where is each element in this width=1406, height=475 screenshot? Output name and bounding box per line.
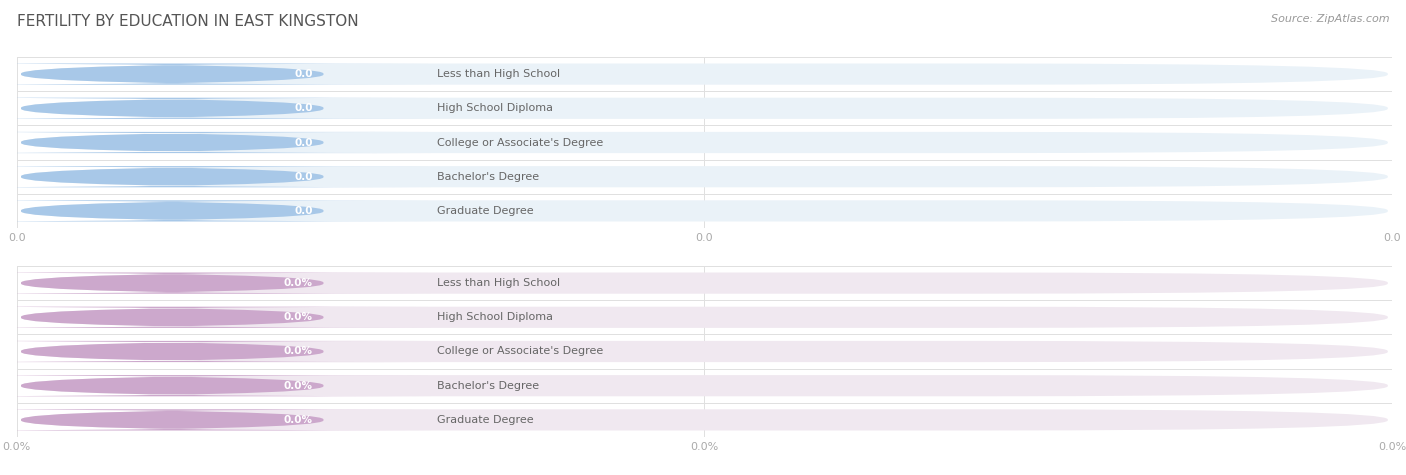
FancyBboxPatch shape bbox=[21, 307, 1388, 328]
Text: Source: ZipAtlas.com: Source: ZipAtlas.com bbox=[1271, 14, 1389, 24]
FancyBboxPatch shape bbox=[21, 409, 1388, 430]
FancyBboxPatch shape bbox=[0, 166, 430, 187]
Text: High School Diploma: High School Diploma bbox=[437, 312, 553, 323]
FancyBboxPatch shape bbox=[0, 375, 430, 396]
Text: College or Associate's Degree: College or Associate's Degree bbox=[437, 137, 603, 148]
FancyBboxPatch shape bbox=[21, 375, 1388, 396]
FancyBboxPatch shape bbox=[0, 307, 430, 328]
Text: 0.0: 0.0 bbox=[294, 137, 312, 148]
Text: Graduate Degree: Graduate Degree bbox=[437, 415, 534, 425]
Text: Less than High School: Less than High School bbox=[437, 69, 560, 79]
Text: 0.0%: 0.0% bbox=[284, 278, 312, 288]
Text: 0.0%: 0.0% bbox=[284, 380, 312, 391]
Text: 0.0: 0.0 bbox=[294, 103, 312, 114]
Text: FERTILITY BY EDUCATION IN EAST KINGSTON: FERTILITY BY EDUCATION IN EAST KINGSTON bbox=[17, 14, 359, 29]
FancyBboxPatch shape bbox=[21, 341, 1388, 362]
Text: College or Associate's Degree: College or Associate's Degree bbox=[437, 346, 603, 357]
FancyBboxPatch shape bbox=[0, 200, 430, 221]
FancyBboxPatch shape bbox=[21, 132, 1388, 153]
Text: 0.0%: 0.0% bbox=[284, 312, 312, 323]
FancyBboxPatch shape bbox=[0, 273, 430, 294]
FancyBboxPatch shape bbox=[0, 98, 430, 119]
Text: 0.0: 0.0 bbox=[294, 206, 312, 216]
Text: Graduate Degree: Graduate Degree bbox=[437, 206, 534, 216]
FancyBboxPatch shape bbox=[0, 132, 430, 153]
Text: Bachelor's Degree: Bachelor's Degree bbox=[437, 380, 540, 391]
FancyBboxPatch shape bbox=[0, 64, 430, 85]
Text: High School Diploma: High School Diploma bbox=[437, 103, 553, 114]
FancyBboxPatch shape bbox=[21, 98, 1388, 119]
FancyBboxPatch shape bbox=[0, 409, 430, 430]
FancyBboxPatch shape bbox=[21, 273, 1388, 294]
Text: 0.0: 0.0 bbox=[294, 171, 312, 182]
Text: Bachelor's Degree: Bachelor's Degree bbox=[437, 171, 540, 182]
Text: 0.0: 0.0 bbox=[294, 69, 312, 79]
Text: 0.0%: 0.0% bbox=[284, 346, 312, 357]
FancyBboxPatch shape bbox=[0, 341, 430, 362]
FancyBboxPatch shape bbox=[21, 200, 1388, 221]
FancyBboxPatch shape bbox=[21, 166, 1388, 187]
Text: Less than High School: Less than High School bbox=[437, 278, 560, 288]
Text: 0.0%: 0.0% bbox=[284, 415, 312, 425]
FancyBboxPatch shape bbox=[21, 64, 1388, 85]
